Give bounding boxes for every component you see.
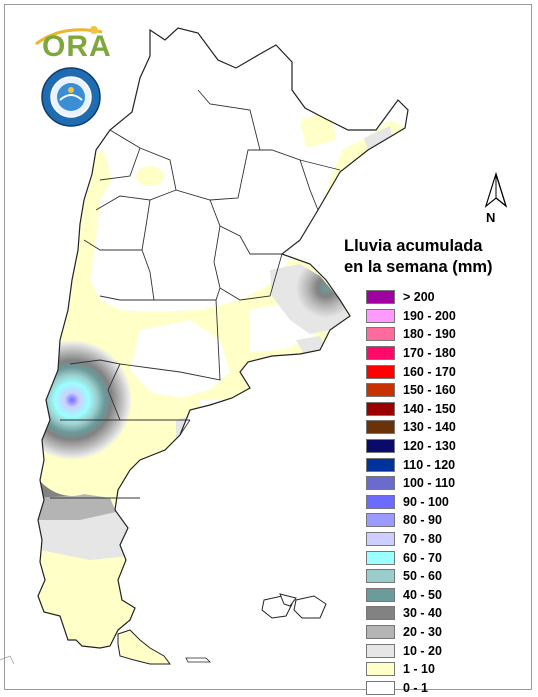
legend-title: Lluvia acumulada en la semana (mm) bbox=[344, 236, 534, 278]
legend-label: 190 - 200 bbox=[403, 308, 456, 323]
legend-swatch bbox=[366, 401, 395, 416]
legend-swatch bbox=[366, 569, 395, 584]
legend-label: 110 - 120 bbox=[403, 457, 456, 472]
legend-swatch bbox=[366, 420, 395, 435]
legend-label: 0 - 1 bbox=[403, 680, 429, 695]
legend-item: 40 - 50 bbox=[366, 586, 456, 605]
legend-item: 170 - 180 bbox=[366, 344, 456, 363]
legend-item: 140 - 150 bbox=[366, 400, 456, 419]
legend-item: 130 - 140 bbox=[366, 418, 456, 437]
north-label: N bbox=[486, 210, 496, 225]
legend-swatch bbox=[366, 643, 395, 658]
ora-logo-text: ORA bbox=[42, 30, 112, 63]
legend-swatch bbox=[366, 439, 395, 454]
legend-swatch bbox=[366, 680, 395, 695]
ora-logo: ORA bbox=[32, 22, 112, 63]
legend-swatch bbox=[366, 308, 395, 323]
legend-item: 120 - 130 bbox=[366, 437, 456, 456]
legend-label: 120 - 130 bbox=[403, 439, 456, 454]
legend-swatch bbox=[366, 624, 395, 639]
legend-swatch bbox=[366, 457, 395, 472]
legend-swatch bbox=[366, 476, 395, 491]
legend-item: 180 - 190 bbox=[366, 325, 456, 344]
legend-item: 150 - 160 bbox=[366, 381, 456, 400]
legend-label: 150 - 160 bbox=[403, 383, 456, 398]
tierra-del-fuego bbox=[117, 629, 171, 665]
legend-label: 10 - 20 bbox=[403, 643, 442, 658]
legend-item: 20 - 30 bbox=[366, 623, 456, 642]
legend-item: 90 - 100 bbox=[366, 493, 456, 512]
legend-item: 70 - 80 bbox=[366, 530, 456, 549]
legend-swatch bbox=[366, 587, 395, 602]
legend-swatch bbox=[366, 290, 395, 305]
legend-item: 0 - 1 bbox=[366, 678, 456, 697]
legend-item: 80 - 90 bbox=[366, 511, 456, 530]
north-arrow bbox=[476, 171, 516, 222]
legend-label: 90 - 100 bbox=[403, 494, 449, 509]
legend-swatch bbox=[366, 494, 395, 509]
legend-item: 100 - 110 bbox=[366, 474, 456, 493]
legend-label: 30 - 40 bbox=[403, 606, 442, 621]
legend-swatch bbox=[366, 327, 395, 342]
isla-de-los-estados bbox=[185, 657, 211, 663]
legend-label: 40 - 50 bbox=[403, 587, 442, 602]
legend-item: > 200 bbox=[366, 288, 456, 307]
legend-label: 180 - 190 bbox=[403, 327, 456, 342]
legend-label: 80 - 90 bbox=[403, 513, 442, 528]
legend: > 200 190 - 200 180 - 190 170 - 180 160 - 17… bbox=[366, 288, 456, 697]
legend-label: > 200 bbox=[403, 290, 435, 305]
legend-swatch bbox=[366, 513, 395, 528]
legend-swatch bbox=[366, 364, 395, 379]
malvinas-islands bbox=[261, 593, 327, 619]
province-boundaries bbox=[50, 89, 341, 499]
precipitation-fields bbox=[38, 40, 408, 648]
legend-label: 70 - 80 bbox=[403, 532, 442, 547]
legend-swatch bbox=[366, 550, 395, 565]
smn-emblem bbox=[40, 66, 102, 128]
legend-item: 110 - 120 bbox=[366, 455, 456, 474]
legend-item: 190 - 200 bbox=[366, 307, 456, 326]
antarctic-islands-edge bbox=[0, 655, 15, 665]
legend-swatch bbox=[366, 383, 395, 398]
legend-label: 60 - 70 bbox=[403, 550, 442, 565]
north-arrow-icon bbox=[484, 171, 508, 208]
legend-label: 160 - 170 bbox=[403, 364, 456, 379]
legend-swatch bbox=[366, 606, 395, 621]
legend-item: 50 - 60 bbox=[366, 567, 456, 586]
legend-label: 140 - 150 bbox=[403, 401, 456, 416]
legend-label: 130 - 140 bbox=[403, 420, 456, 435]
legend-label: 50 - 60 bbox=[403, 569, 442, 584]
legend-title-line1: Lluvia acumulada bbox=[344, 237, 483, 255]
legend-label: 170 - 180 bbox=[403, 346, 456, 361]
legend-item: 30 - 40 bbox=[366, 604, 456, 623]
legend-title-line2: en la semana (mm) bbox=[344, 258, 493, 276]
legend-item: 60 - 70 bbox=[366, 548, 456, 567]
legend-label: 1 - 10 bbox=[403, 662, 435, 677]
legend-item: 1 - 10 bbox=[366, 660, 456, 679]
legend-swatch bbox=[366, 532, 395, 547]
legend-label: 100 - 110 bbox=[403, 476, 456, 491]
legend-swatch bbox=[366, 662, 395, 677]
legend-label: 20 - 30 bbox=[403, 624, 442, 639]
legend-item: 10 - 20 bbox=[366, 641, 456, 660]
legend-item: 160 - 170 bbox=[366, 362, 456, 381]
legend-swatch bbox=[366, 346, 395, 361]
